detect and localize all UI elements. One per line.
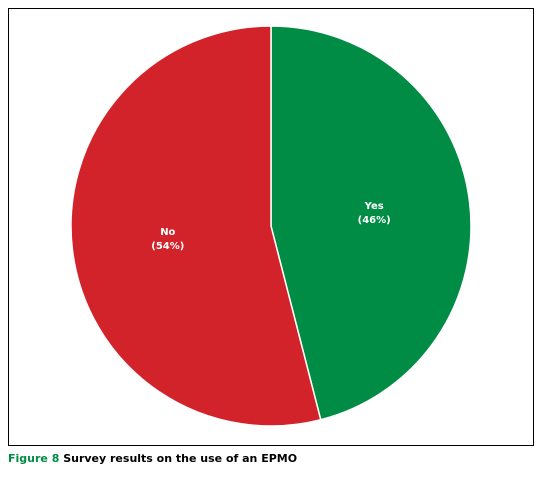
slice-label: No: [160, 227, 175, 238]
value-label: (54%): [151, 241, 184, 252]
chart: Yes (46%) No (54%): [8, 8, 534, 446]
value-label: (46%): [358, 215, 391, 226]
chart-title: Survey results on the use of an EPMO: [63, 452, 298, 465]
slice-label: Yes: [364, 201, 384, 212]
pie-slice: [70, 25, 322, 427]
pie-slice: [270, 25, 472, 421]
figure-label: Figure 8: [8, 452, 60, 465]
caption: Figure 8 Survey results on the use of an…: [8, 452, 297, 465]
